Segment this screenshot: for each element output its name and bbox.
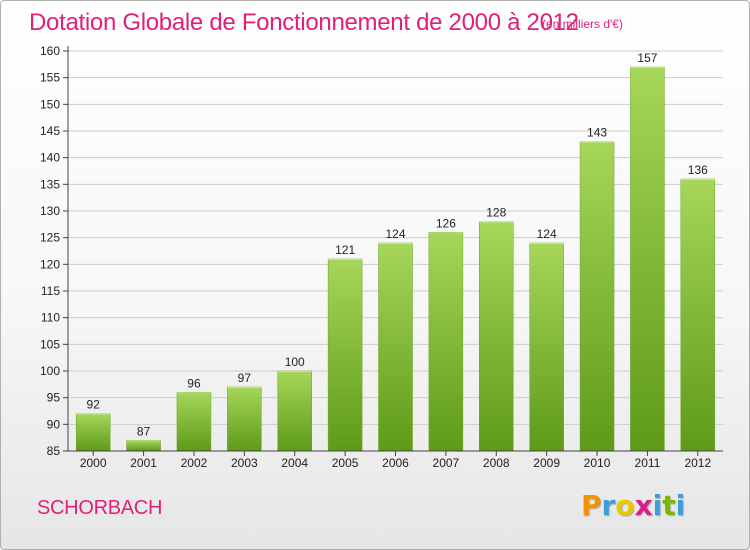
data-label: 124 (385, 227, 405, 241)
proxiti-logo: Proxiti (581, 489, 685, 522)
y-tick-label: 120 (40, 257, 60, 271)
chart-title: Dotation Globale de Fonctionnement de 20… (29, 9, 579, 36)
y-tick-label: 100 (40, 364, 60, 378)
data-label: 157 (637, 51, 657, 65)
logo-letter: o (615, 489, 635, 522)
y-tick-label: 115 (41, 284, 60, 298)
bar (680, 178, 716, 452)
x-tick-label: 2007 (433, 456, 460, 470)
x-tick-label: 2008 (483, 456, 510, 470)
bar (630, 66, 665, 452)
x-tick-label: 2004 (281, 456, 308, 470)
bar (579, 141, 615, 452)
x-tick-label: 2006 (382, 456, 409, 470)
chart-subtitle: (en milliers d'€) (542, 17, 623, 31)
logo-letter: P (581, 489, 602, 522)
logo-letter: r (601, 489, 616, 522)
y-tick-label: 95 (47, 391, 61, 405)
x-tick-label: 2010 (584, 456, 611, 470)
labels: 85 90 95 100 105 110 115 120 125 130 135 140 145 150 1… (40, 44, 712, 470)
logo-letter: x (634, 489, 653, 522)
x-tick-label: 2012 (684, 456, 711, 470)
y-tick-label: 105 (40, 337, 60, 351)
bar (277, 370, 312, 452)
data-label: 136 (688, 163, 708, 177)
data-label: 128 (486, 206, 506, 220)
y-tick-label: 155 (40, 71, 60, 85)
x-tick-label: 2002 (181, 456, 208, 470)
logo-letter: i (652, 489, 663, 522)
y-tick-label: 140 (40, 151, 60, 165)
x-tick-label: 2011 (635, 456, 661, 470)
bars (75, 66, 716, 452)
commune-name: SCHORBACH (37, 497, 163, 519)
x-tick-label: 2005 (332, 456, 359, 470)
y-tick-label: 110 (41, 311, 60, 325)
x-tick-label: 2009 (533, 456, 560, 470)
y-tick-label: 135 (40, 177, 60, 191)
logo-letter: t (662, 489, 676, 522)
data-label: 92 (87, 398, 101, 412)
y-tick-label: 150 (40, 97, 60, 111)
x-tick-label: 2003 (231, 456, 258, 470)
x-tick-label: 2000 (80, 456, 107, 470)
x-tick-label: 2001 (130, 456, 157, 470)
logo-letter: i (675, 489, 686, 522)
axes (63, 46, 723, 456)
data-label: 100 (285, 355, 305, 369)
bar (529, 242, 564, 452)
bar (428, 232, 464, 452)
data-label: 96 (187, 376, 201, 390)
y-tick-label: 125 (40, 231, 60, 245)
bar (75, 413, 111, 452)
bar (126, 440, 161, 452)
y-tick-label: 145 (40, 124, 60, 138)
data-label: 126 (436, 216, 456, 230)
data-label: 143 (587, 126, 607, 140)
y-tick-label: 160 (40, 44, 60, 58)
data-label: 121 (335, 243, 355, 257)
y-tick-label: 130 (40, 204, 60, 218)
bar (176, 392, 212, 452)
data-label: 87 (137, 424, 151, 438)
bar (378, 242, 413, 452)
bar (227, 386, 262, 452)
data-label: 124 (537, 227, 557, 241)
bar (327, 258, 363, 452)
y-tick-label: 90 (47, 417, 61, 431)
bar (479, 221, 514, 452)
data-label: 97 (238, 371, 252, 385)
y-tick-label: 85 (47, 444, 61, 458)
